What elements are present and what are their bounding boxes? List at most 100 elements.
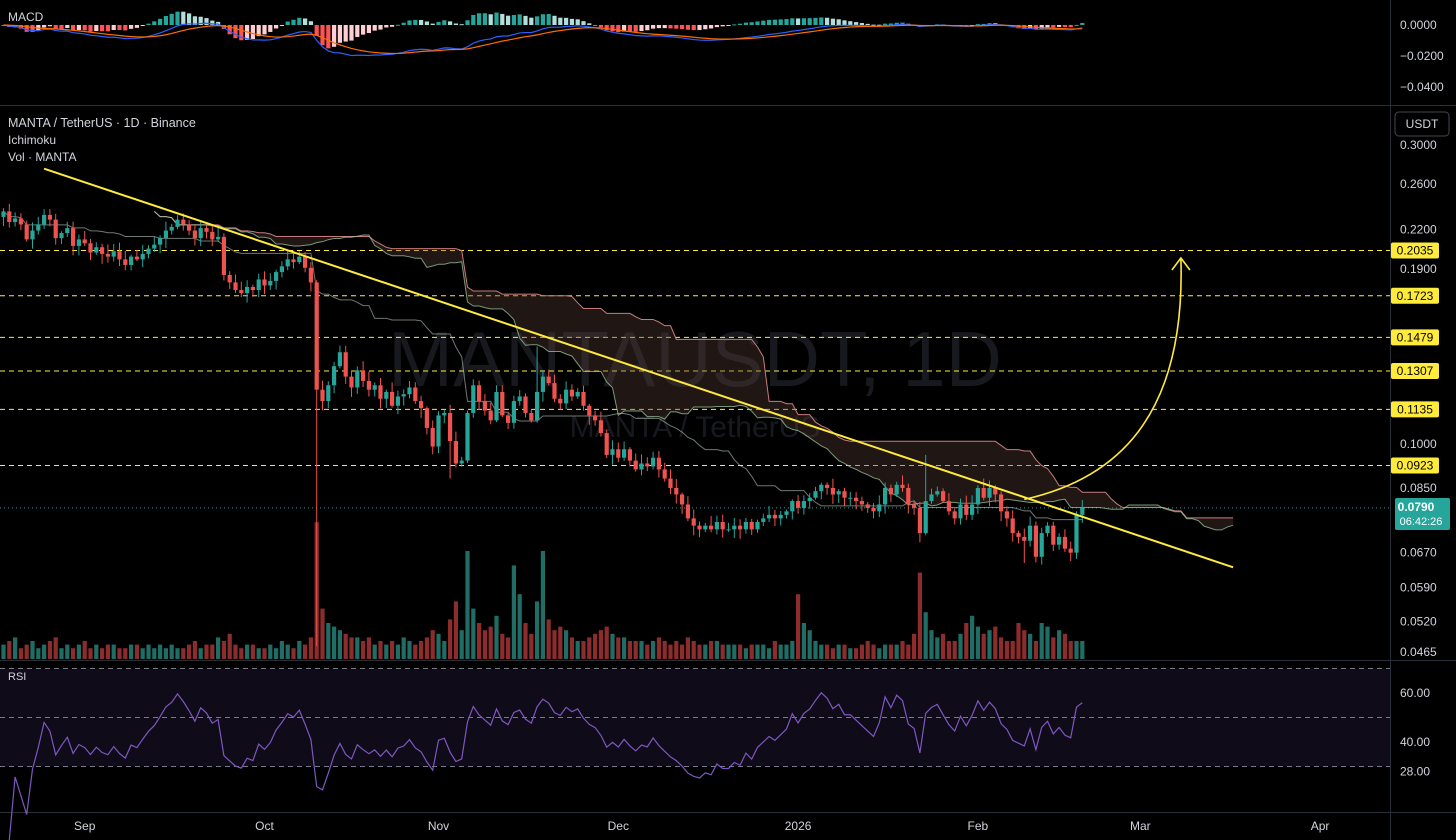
candle-down: [314, 280, 319, 647]
macd-histogram-bar: [314, 25, 319, 36]
volume-bar: [668, 644, 673, 659]
volume-bar: [958, 633, 963, 659]
candle-down: [53, 213, 58, 245]
macd-histogram-bar: [274, 25, 279, 29]
volume-bar: [970, 615, 975, 659]
volume-bar: [123, 648, 128, 659]
volume-bar: [790, 641, 795, 659]
volume-bar: [53, 637, 58, 659]
volume-bar: [900, 641, 905, 659]
macd-histogram-bar: [523, 15, 528, 25]
rsi-label[interactable]: RSI: [8, 671, 26, 683]
volume-bar: [622, 637, 627, 659]
volume-label[interactable]: Vol · MANTA: [8, 150, 76, 164]
volume-bar: [111, 644, 116, 659]
currency-button[interactable]: [1394, 111, 1450, 137]
volume-bar: [100, 648, 105, 659]
volume-bar: [825, 644, 830, 659]
macd-histogram-bar: [894, 22, 899, 25]
candle-up: [511, 395, 516, 429]
macd-histogram-bar: [581, 21, 586, 25]
macd-histogram-bar: [668, 25, 673, 29]
candle-up: [442, 409, 447, 424]
volume-bar: [129, 644, 134, 659]
candle-down: [1022, 528, 1027, 564]
watermark-description: MANTA / TetherUS: [570, 411, 821, 444]
candle-up: [326, 381, 331, 409]
candle-down: [192, 225, 197, 246]
candle-down: [1051, 521, 1056, 552]
time-tick-label: Sep: [74, 819, 96, 833]
macd-histogram-bar: [778, 19, 783, 25]
volume-bar: [233, 644, 238, 659]
macd-histogram-bar: [645, 25, 650, 31]
volume-bar: [720, 644, 725, 659]
volume-bar: [871, 644, 876, 659]
volume-bar: [94, 644, 99, 659]
ichimoku-label[interactable]: Ichimoku: [8, 133, 56, 147]
candle-down: [1033, 521, 1038, 563]
candle-down: [210, 225, 215, 247]
drawings[interactable]: [43, 167, 1234, 569]
volume-bar: [401, 637, 406, 659]
macd-histogram-bar: [738, 23, 743, 25]
volume-bar: [784, 644, 789, 659]
macd-histogram-bar: [163, 16, 168, 25]
macd-histogram-bar: [18, 25, 23, 29]
candle-down: [187, 219, 192, 236]
candle-down: [1010, 510, 1015, 542]
price-tick-label: 0.2200: [1400, 222, 1437, 236]
volume-bar: [395, 644, 400, 659]
macd-histogram-bar: [569, 18, 574, 25]
macd-histogram-bar: [111, 25, 116, 31]
volume-bar: [65, 644, 70, 659]
macd-histogram-bar: [407, 20, 412, 25]
candle-up: [732, 517, 737, 538]
candle-up: [767, 506, 772, 523]
candle-up: [790, 499, 795, 520]
candle-down: [593, 410, 598, 426]
macd-histogram-bar: [239, 25, 244, 41]
macd-histogram-bar: [627, 25, 632, 32]
rsi-tick-label: 28.00: [1400, 764, 1430, 778]
macd-histogram-bar: [598, 25, 603, 28]
trendline[interactable]: [43, 167, 1234, 569]
candle-down: [71, 221, 76, 256]
volume-bar: [390, 641, 395, 659]
macd-histogram-bar: [685, 25, 690, 30]
volume-bar: [343, 633, 348, 659]
macd-histogram-bar: [76, 25, 81, 31]
candle-down: [674, 479, 679, 504]
volume-bar: [245, 644, 250, 659]
macd-histogram-bar: [813, 17, 818, 25]
volume-bar: [337, 630, 342, 659]
volume-bar: [575, 641, 580, 659]
volume-bar: [639, 641, 644, 659]
candle-up: [395, 390, 400, 415]
senkou-span-b: [153, 211, 1234, 519]
volume-bar: [767, 648, 772, 659]
candle-down: [691, 509, 696, 536]
candle-up: [929, 488, 934, 504]
macd-histogram-bar: [651, 25, 656, 29]
symbol-title[interactable]: MANTA / TetherUS · 1D · Binance: [8, 116, 196, 130]
candle-up: [372, 382, 377, 397]
macd-histogram-bar: [117, 25, 122, 31]
volume-bar: [482, 630, 487, 659]
candle-down: [500, 385, 505, 418]
candle-up: [1039, 527, 1044, 565]
macd-histogram-bar: [494, 12, 499, 25]
macd-histogram-bar: [268, 25, 273, 32]
macd-histogram-bar: [511, 15, 516, 25]
candle-up: [975, 485, 980, 514]
volume-bar: [854, 648, 859, 659]
volume-bar: [146, 644, 151, 659]
candle-up: [175, 215, 180, 230]
macd-histogram-bar: [593, 25, 598, 26]
macd-histogram-bar: [604, 25, 609, 31]
volume-bar: [88, 648, 93, 659]
volume-bar: [540, 551, 545, 659]
macd-label[interactable]: MACD: [8, 10, 44, 24]
projection-arrow[interactable]: [1024, 257, 1182, 501]
